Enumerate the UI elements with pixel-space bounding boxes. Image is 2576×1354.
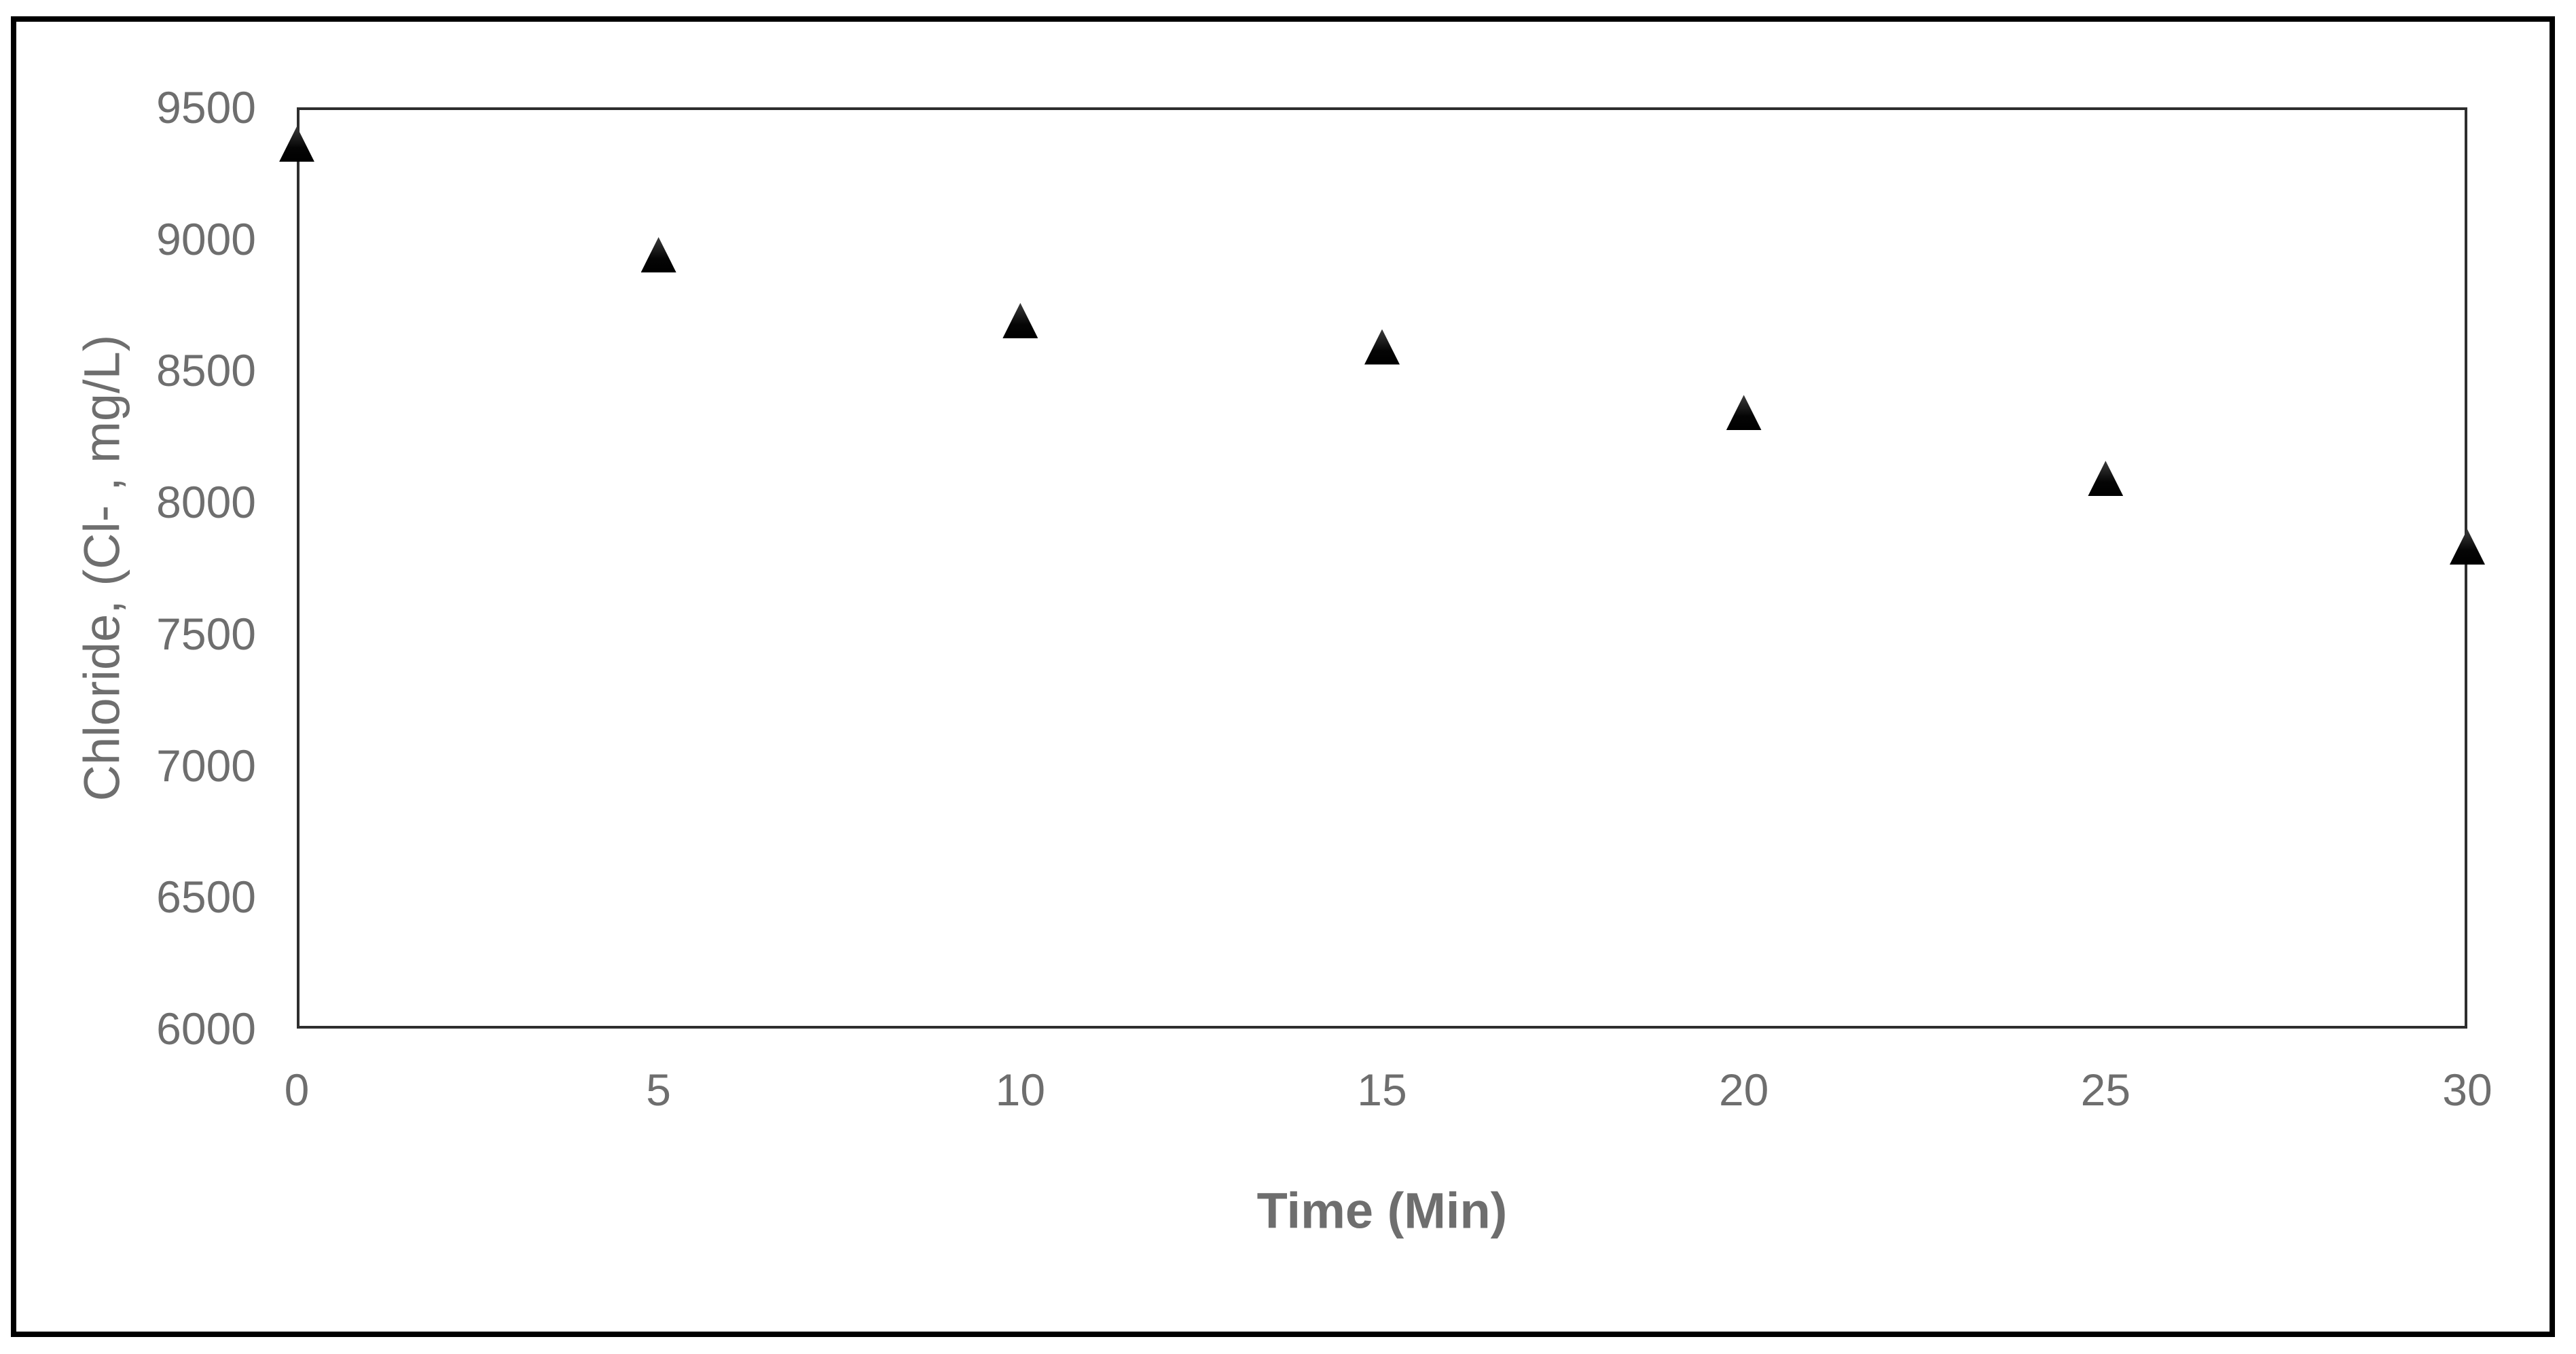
y-tick-label: 7000 — [156, 740, 256, 791]
x-tick-label: 0 — [284, 1065, 310, 1115]
y-tick-label: 8000 — [156, 477, 256, 528]
y-tick-label: 6500 — [156, 872, 256, 923]
y-tick-label: 8500 — [156, 345, 256, 396]
x-tick-label: 10 — [995, 1065, 1046, 1115]
y-tick-label: 9000 — [156, 213, 256, 264]
x-tick-label: 15 — [1357, 1065, 1407, 1115]
y-tick-label: 7500 — [156, 608, 256, 659]
x-tick-label: 30 — [2442, 1065, 2492, 1115]
plot-area — [297, 107, 2467, 1029]
x-tick-label: 20 — [1718, 1065, 1769, 1115]
x-axis-title: Time (Min) — [1256, 1182, 1508, 1239]
y-tick-label: 9500 — [156, 82, 256, 132]
x-tick-label: 25 — [2080, 1065, 2131, 1115]
y-axis-title: Chloride, (Cl- , mg/L) — [73, 334, 130, 802]
y-tick-label: 6000 — [156, 1003, 256, 1054]
x-tick-label: 5 — [646, 1065, 672, 1115]
